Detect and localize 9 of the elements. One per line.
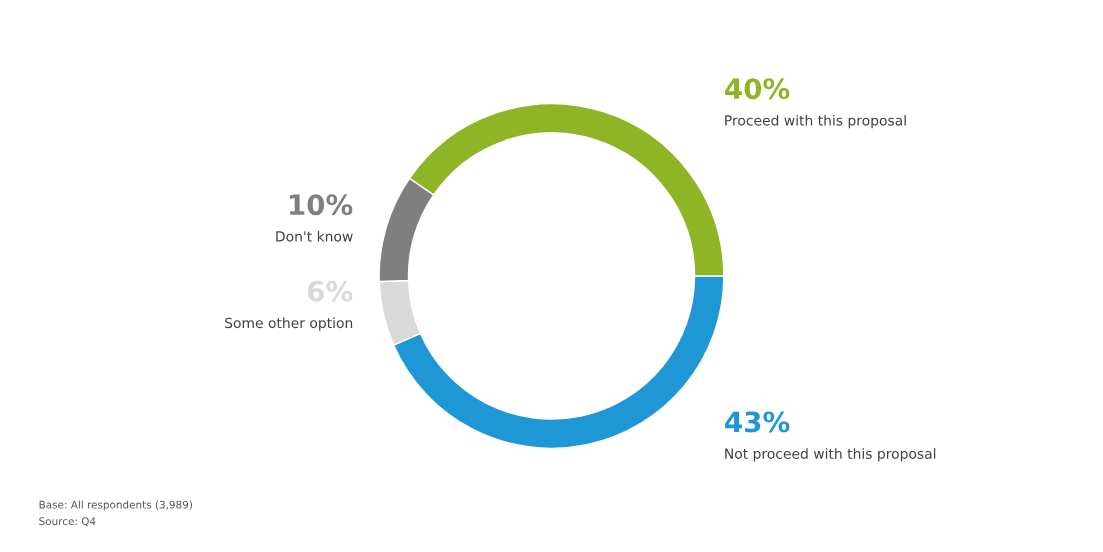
slice-label: Proceed with this proposal xyxy=(725,114,906,129)
data-label: 43% xyxy=(725,411,790,433)
data-label: 40% xyxy=(725,78,790,100)
text: Base: All respondents (3,989) xyxy=(39,500,192,511)
slice-label: Not proceed with this proposal xyxy=(725,448,936,462)
source-note: Source: Q4 xyxy=(39,517,96,527)
slice-label: Don't know xyxy=(276,230,353,242)
data-label: 10% xyxy=(289,194,353,216)
slice-label: Some other option xyxy=(225,317,353,331)
